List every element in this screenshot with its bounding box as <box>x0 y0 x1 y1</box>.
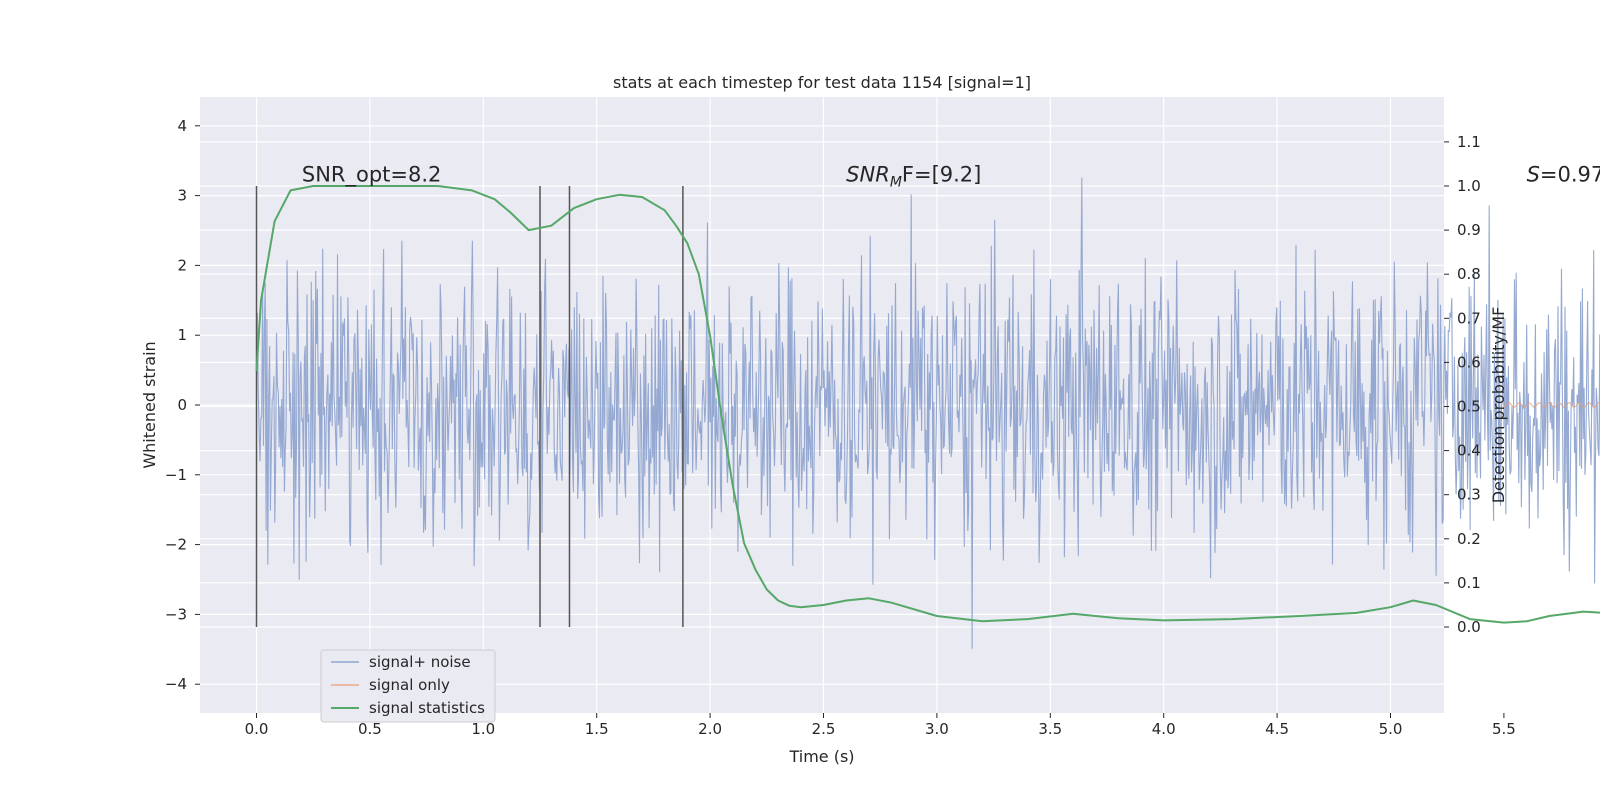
y2-tick-label: 0.8 <box>1457 265 1481 283</box>
x-tick-label: 2.5 <box>812 720 836 738</box>
annotation-text: S=0.97 <box>1527 163 1600 187</box>
y-tick-label: 2 <box>177 256 187 274</box>
y-axis-label: Whitened strain <box>140 341 159 468</box>
x-tick-label: 3.5 <box>1038 720 1062 738</box>
y2-tick-label: 0.0 <box>1457 618 1481 636</box>
y-tick-label: −1 <box>165 466 187 484</box>
y2-axis-label: Detection probability/MF <box>1489 307 1508 504</box>
y2-tick-label: 0.9 <box>1457 221 1481 239</box>
x-tick-label: 2.0 <box>698 720 722 738</box>
grid <box>200 97 1505 713</box>
y2-tick-label: 0.7 <box>1457 309 1481 327</box>
x-tick-label: 5.5 <box>1492 720 1516 738</box>
annotation-text: SNR_opt=8.2 <box>302 163 442 188</box>
legend-label-noise: signal+ noise <box>369 653 471 671</box>
ticks: 0.00.51.01.52.02.53.03.54.04.55.05.56.06… <box>165 117 1516 738</box>
x-tick-label: 4.0 <box>1152 720 1176 738</box>
x-tick-label: 0.5 <box>358 720 382 738</box>
y-tick-label: 4 <box>177 117 187 135</box>
y-tick-label: −3 <box>165 605 187 623</box>
y2-tick-label: 0.2 <box>1457 530 1481 548</box>
legend-label-statistics: signal statistics <box>369 699 485 717</box>
x-tick-label: 1.0 <box>471 720 495 738</box>
y2-tick-label: 0.4 <box>1457 442 1481 460</box>
y-tick-label: 0 <box>177 396 187 414</box>
x-tick-label: 4.5 <box>1265 720 1289 738</box>
noise-trace <box>255 177 1600 649</box>
legend-label-signal-only: signal only <box>369 676 450 694</box>
signal-statistics-series <box>255 185 1600 624</box>
statistics-line <box>255 185 1600 624</box>
x-tick-label: 0.0 <box>245 720 269 738</box>
y-tick-label: −2 <box>165 536 187 554</box>
legend-box <box>320 649 496 723</box>
chart-title: stats at each timestep for test data 115… <box>613 73 1031 92</box>
y2-tick-label: 0.6 <box>1457 353 1481 371</box>
y2-tick-label: 1.1 <box>1457 133 1481 151</box>
x-tick-label: 1.5 <box>585 720 609 738</box>
vertical-markers <box>255 186 684 627</box>
x-tick-label: 3.0 <box>925 720 949 738</box>
y2-tick-label: 1.0 <box>1457 177 1481 195</box>
y-tick-label: −4 <box>165 675 187 693</box>
x-axis-label: Time (s) <box>788 747 854 766</box>
y-tick-label: 3 <box>177 187 187 205</box>
y2-tick-label: 0.1 <box>1457 574 1481 592</box>
legend: signal+ noise signal only signal statist… <box>320 649 496 723</box>
y2-tick-label: 0.3 <box>1457 486 1481 504</box>
noise-series <box>255 177 1600 649</box>
y2-tick-label: 0.5 <box>1457 398 1481 416</box>
annotation-text: SNRMF=[9.2] <box>846 163 981 191</box>
x-tick-label: 5.0 <box>1379 720 1403 738</box>
y-tick-label: 1 <box>177 326 187 344</box>
